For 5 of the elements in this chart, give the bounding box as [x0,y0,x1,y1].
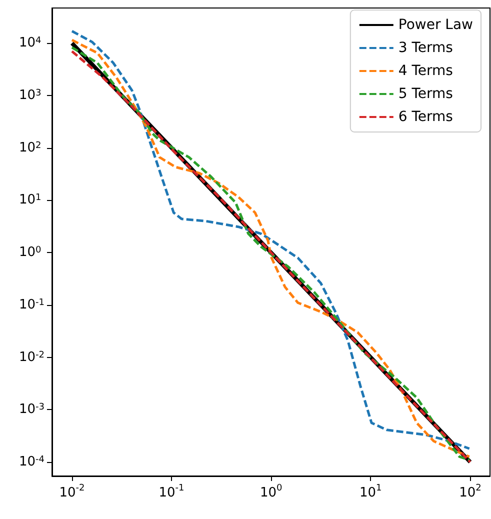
legend-label: 6 Terms [398,109,453,125]
legend-label: Power Law [398,17,473,33]
legend-label: 4 Terms [398,63,453,79]
legend-label: 3 Terms [398,40,453,56]
legend-label: 5 Terms [398,86,453,102]
